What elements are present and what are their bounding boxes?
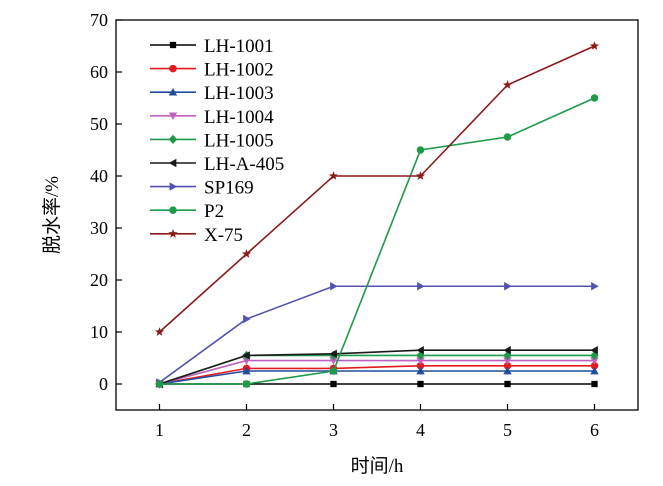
series-lh-a-405	[155, 346, 598, 389]
data-point	[503, 366, 512, 375]
series-lh-1005	[155, 350, 599, 389]
legend-marker	[168, 134, 178, 145]
data-point	[591, 380, 598, 388]
y-axis: 0 10 20 30 40 50 60 70	[90, 10, 122, 394]
data-point	[590, 362, 599, 370]
data-point	[241, 249, 252, 258]
y-axis-label: 脱水率/%	[41, 176, 63, 254]
x-tick-label: 4	[416, 420, 425, 440]
legend-item: LH-1004	[150, 107, 274, 128]
series-line	[159, 349, 595, 385]
data-point	[416, 346, 424, 355]
legend-label: LH-1005	[204, 130, 274, 151]
legend-item: SP169	[150, 178, 254, 199]
legend-item: LH-1005	[150, 130, 274, 151]
series-line	[159, 354, 595, 385]
data-point	[503, 346, 511, 355]
legend-marker	[169, 206, 177, 214]
legend-label: LH-1002	[204, 60, 274, 81]
x-tick-label: 6	[590, 420, 599, 440]
data-point	[154, 327, 165, 336]
x-tick-label: 5	[503, 420, 512, 440]
y-tick-label: 40	[90, 166, 108, 186]
legend-label: LH-A-405	[204, 154, 284, 175]
series-layer	[154, 41, 600, 389]
data-point	[330, 380, 337, 388]
data-point	[590, 366, 599, 375]
legend-item: LH-1002	[150, 60, 274, 81]
data-point	[416, 357, 425, 365]
legend-marker	[168, 112, 178, 120]
y-tick-label: 50	[90, 114, 108, 134]
legend-label: LH-1003	[204, 83, 274, 104]
x-tick-label: 1	[155, 420, 164, 440]
data-point	[503, 362, 512, 370]
plot-frame	[115, 19, 639, 411]
data-point	[242, 380, 251, 388]
data-point	[589, 41, 600, 50]
data-point	[502, 80, 513, 89]
legend-item: X-75	[150, 225, 243, 246]
data-point	[329, 367, 338, 375]
series-line	[159, 285, 595, 384]
legend-label: P2	[204, 201, 224, 222]
legend-marker	[168, 228, 178, 238]
data-point	[416, 146, 425, 154]
data-point	[329, 357, 338, 365]
legend-item: LH-1003	[150, 83, 274, 104]
series-p2	[155, 94, 599, 388]
data-point	[330, 282, 338, 291]
data-point	[417, 282, 425, 291]
legend-marker	[169, 64, 177, 73]
data-point	[242, 366, 251, 375]
data-point	[328, 171, 339, 180]
data-point	[591, 282, 599, 291]
legend-marker	[168, 158, 177, 168]
y-tick-label: 20	[90, 270, 108, 290]
legend-item: P2	[150, 201, 224, 222]
y-tick-label: 30	[90, 218, 108, 238]
series-line	[158, 45, 595, 333]
data-point	[155, 380, 164, 388]
legend-item: LH-1001	[150, 36, 274, 57]
legend-label: SP169	[204, 178, 254, 199]
legend-label: LH-1004	[204, 107, 274, 128]
data-point	[504, 282, 512, 291]
series-line	[159, 97, 595, 385]
data-point	[503, 133, 512, 141]
y-tick-label: 60	[90, 62, 108, 82]
data-point	[590, 94, 599, 102]
data-point	[243, 314, 251, 324]
series-x-75	[154, 41, 600, 336]
series-line	[159, 370, 595, 385]
legend-marker	[169, 41, 177, 49]
x-axis-label: 时间/h	[351, 455, 404, 477]
series-line	[159, 359, 595, 385]
data-point	[416, 366, 425, 375]
data-point	[329, 349, 337, 359]
x-tick-label: 2	[242, 420, 251, 440]
series-line	[159, 364, 595, 385]
y-tick-label: 0	[99, 374, 108, 394]
data-point	[590, 346, 598, 355]
data-point	[242, 351, 250, 360]
y-tick-label: 70	[90, 10, 108, 30]
x-axis: 1 2 3 4 5 6	[155, 404, 599, 440]
data-point	[590, 357, 599, 365]
legend-label: LH-1001	[204, 36, 274, 57]
y-tick-label: 10	[90, 322, 108, 342]
legend-item: LH-A-405	[150, 154, 284, 175]
x-tick-label: 3	[329, 420, 338, 440]
legend-marker	[169, 182, 178, 191]
data-point	[503, 357, 512, 365]
data-point	[242, 357, 251, 365]
legend-marker	[168, 88, 178, 96]
data-point	[417, 380, 424, 388]
data-point	[416, 362, 425, 370]
legend-label: X-75	[204, 225, 243, 246]
data-point	[415, 171, 426, 180]
data-point	[504, 380, 511, 388]
